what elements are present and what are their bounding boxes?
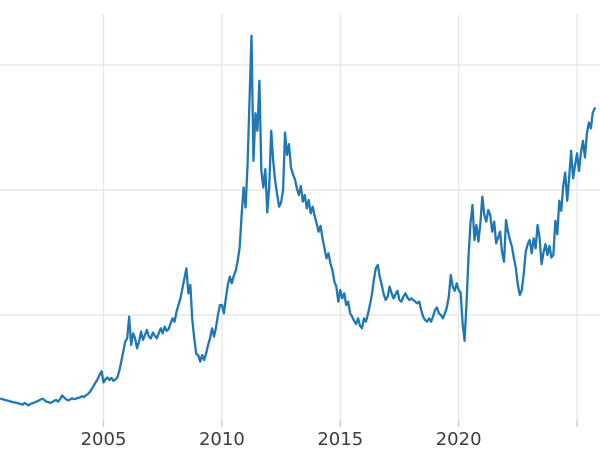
x-tick-label: 2020 xyxy=(436,429,482,450)
x-tick-label: 2005 xyxy=(81,429,127,450)
x-tick-label: 2010 xyxy=(199,429,245,450)
x-tick-label: 2015 xyxy=(317,429,363,450)
price-line-series xyxy=(0,34,596,407)
